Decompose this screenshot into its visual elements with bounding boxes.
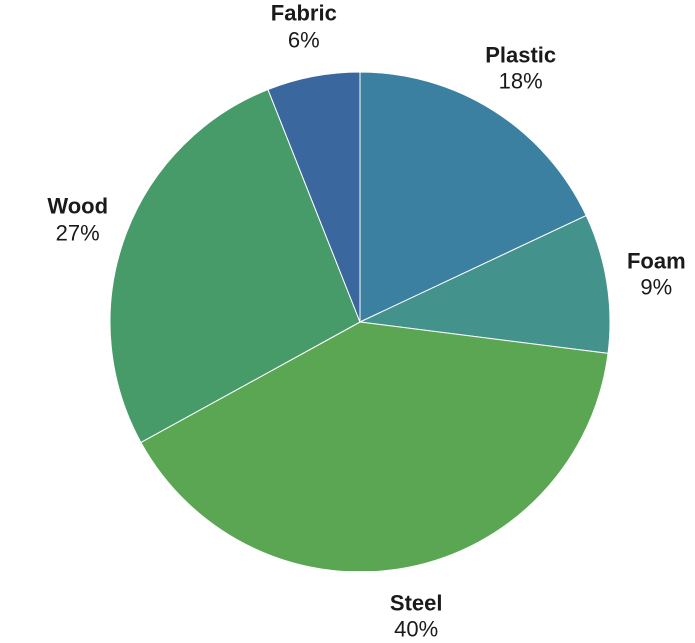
pie-slice-fabric [267, 71, 361, 323]
pie-chart: Plastic 18% Foam 9% Steel 40% Wood 27% Fabric 6% [47, 1, 685, 642]
slice-name: Steel [389, 590, 443, 616]
pie-chart-svg [109, 71, 611, 571]
slice-percent: 40% [394, 616, 439, 642]
pie-slice-wood [109, 88, 361, 444]
slice-label-steel: Steel 40% [390, 590, 443, 643]
pie-slice-plastic [359, 71, 587, 323]
pie-slice-steel [140, 321, 609, 571]
pie-slice-foam [358, 214, 611, 354]
